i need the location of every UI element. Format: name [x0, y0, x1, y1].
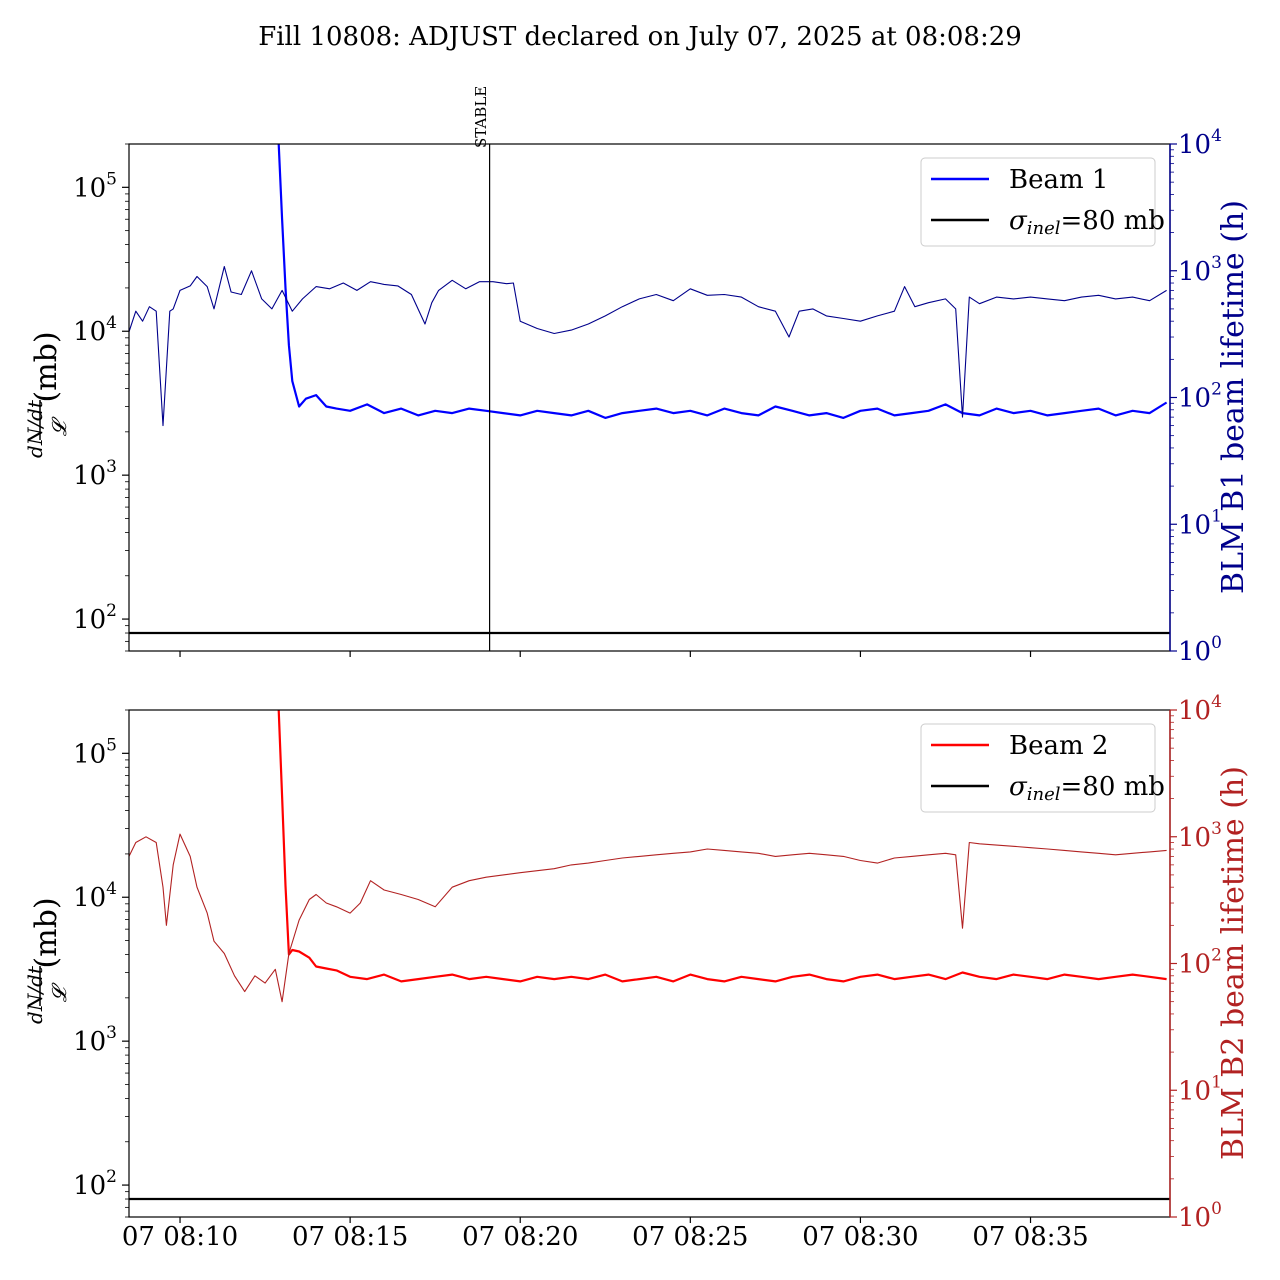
- right-tick-label: 101: [1178, 1072, 1222, 1106]
- right-tick-label: 103: [1178, 819, 1222, 853]
- top-x-axis: [179, 651, 1032, 657]
- top-plot-area: [129, 144, 1170, 651]
- left-tick-label: 105: [73, 169, 117, 203]
- top-panel: 102 103 104 105 100 101 102 103 104 STABLE dN/d…: [23, 86, 1251, 667]
- rate-series-line: [277, 144, 1168, 419]
- x-tick-label: 07 08:25: [632, 1222, 748, 1252]
- bottom-right-axis-label: BLM B2 beam lifetime (h): [1216, 766, 1251, 1160]
- right-tick-label: 104: [1178, 692, 1222, 726]
- bottom-legend-beam2-label: Beam 2: [1009, 731, 1108, 761]
- left-tick-label: 102: [73, 601, 117, 635]
- x-tick-label: 07 08:30: [802, 1222, 918, 1252]
- x-tick-label: 07 08:35: [972, 1222, 1088, 1252]
- top-marker-label: STABLE: [472, 86, 490, 148]
- bottom-left-axis-label-text: dN/dt𝓛(mb): [23, 897, 71, 1023]
- right-tick-label: 102: [1178, 946, 1222, 980]
- figure-title: Fill 10808: ADJUST declared on July 07, …: [258, 22, 1022, 52]
- left-tick-label: 104: [73, 879, 117, 913]
- right-tick-label: 104: [1178, 126, 1222, 160]
- right-tick-label: 103: [1178, 253, 1222, 287]
- right-tick-label: 101: [1178, 506, 1222, 540]
- x-tick-label: 07 08:10: [122, 1222, 238, 1252]
- bottom-left-axis-label: dN/dt𝓛(mb): [23, 897, 71, 1023]
- rate-series-line: [277, 710, 1167, 983]
- top-left-axis-label-text: dN/dt𝓛(mb): [23, 331, 71, 457]
- top-legend-sigma-label: σinel=80 mb: [1009, 206, 1165, 239]
- right-tick-label: 102: [1178, 380, 1222, 414]
- left-tick-label: 105: [73, 735, 117, 769]
- top-left-axis: 102 103 104 105: [73, 143, 129, 652]
- top-legend-beam1-label: Beam 1: [1009, 165, 1108, 195]
- right-tick-label: 100: [1178, 633, 1222, 667]
- top-left-axis-label: dN/dt𝓛(mb): [23, 331, 71, 457]
- top-right-axis-label: BLM B1 beam lifetime (h): [1216, 200, 1251, 594]
- left-tick-label: 103: [73, 457, 117, 491]
- x-tick-label: 07 08:20: [462, 1222, 578, 1252]
- bottom-legend: Beam 2 σinel=80 mb: [920, 723, 1165, 813]
- bottom-plot-area: [129, 710, 1170, 1201]
- left-tick-label: 103: [73, 1023, 117, 1057]
- bottom-right-axis: 100 101 102 103 104: [1169, 692, 1222, 1233]
- top-legend: Beam 1 σinel=80 mb: [920, 157, 1165, 247]
- top-right-axis: 100 101 102 103 104: [1169, 126, 1222, 667]
- bottom-legend-sigma-label: σinel=80 mb: [1009, 772, 1165, 805]
- left-tick-label: 104: [73, 313, 117, 347]
- right-tick-label: 100: [1178, 1199, 1222, 1233]
- left-tick-label: 102: [73, 1167, 117, 1201]
- bottom-x-axis: 07 08:10 07 08:15 07 08:20 07 08:25 07 08:30…: [122, 1217, 1089, 1252]
- lifetime-series-line: [129, 265, 1167, 427]
- bottom-left-axis: 102 103 104 105: [73, 709, 129, 1218]
- lifetime-series-line: [129, 833, 1167, 1003]
- x-tick-label: 07 08:15: [292, 1222, 408, 1252]
